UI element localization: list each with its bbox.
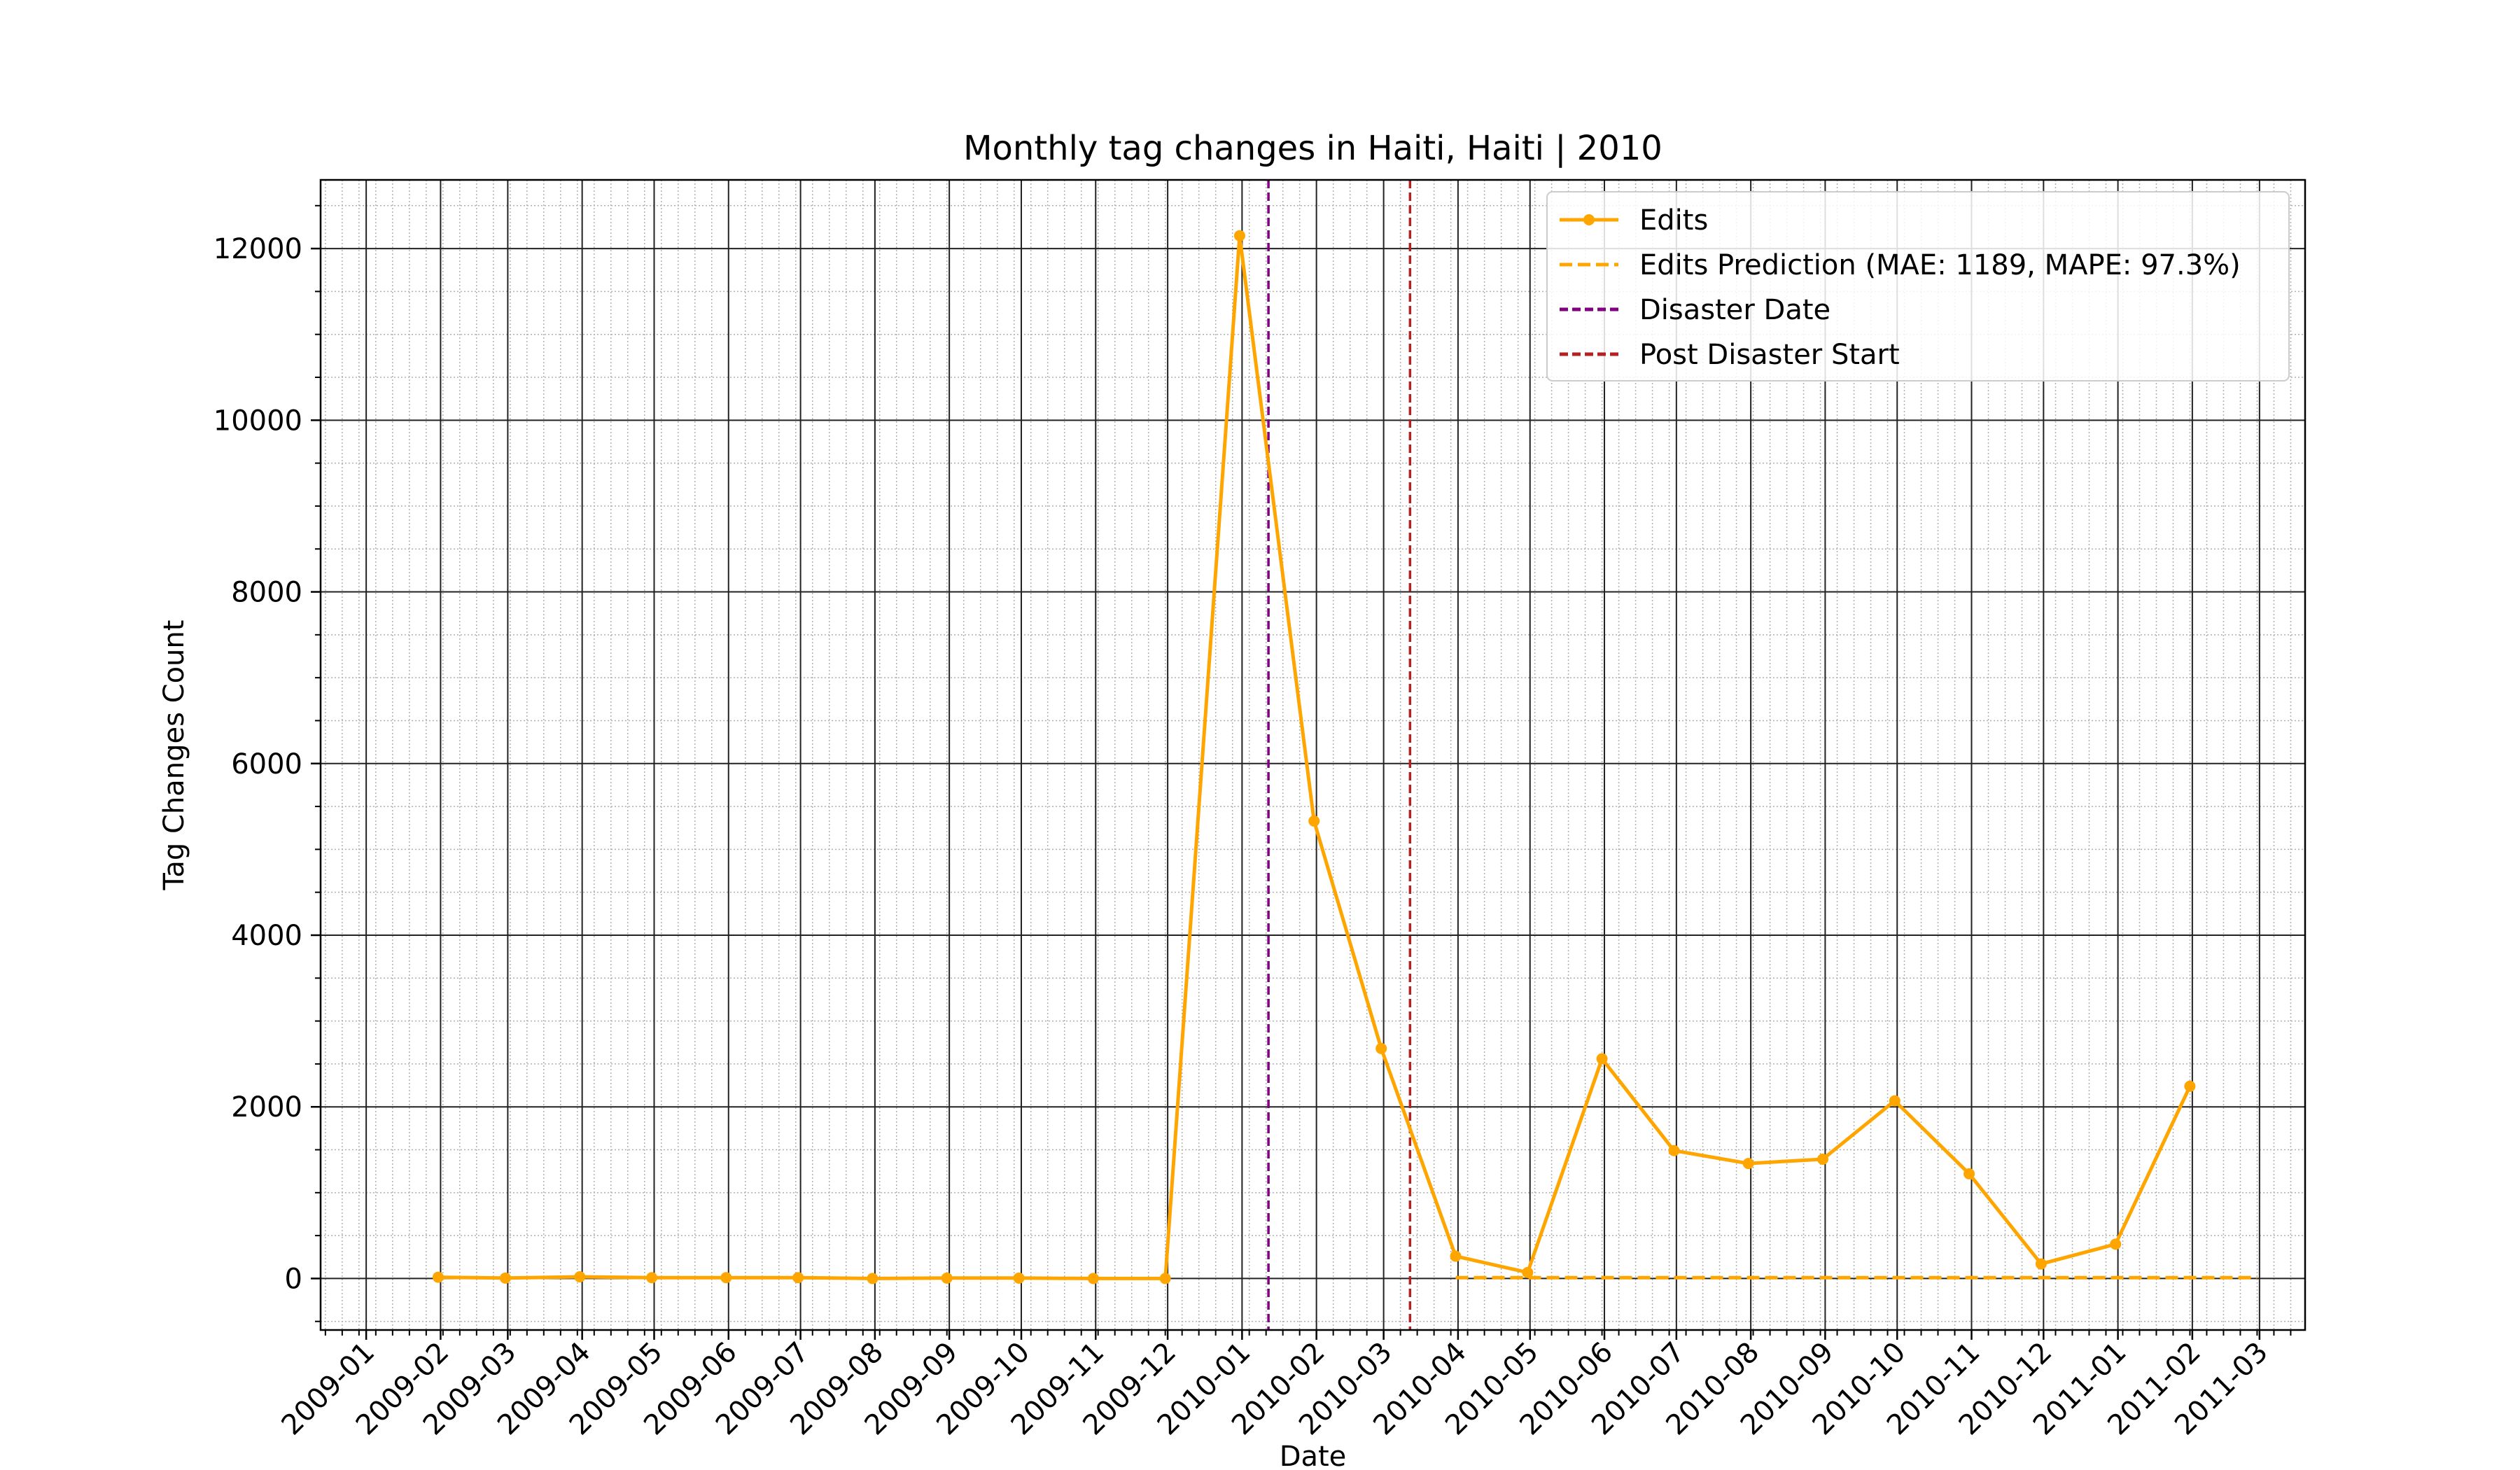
- y-axis-label: Tag Changes Count: [158, 620, 190, 891]
- edits-point: [1308, 815, 1320, 827]
- edits-point: [2035, 1258, 2047, 1270]
- y-tick-label: 8000: [231, 577, 302, 609]
- legend-edits-label: Edits: [1639, 204, 1708, 237]
- edits-point: [1087, 1273, 1099, 1284]
- edits-point: [792, 1272, 804, 1284]
- legend-edits-prediction-label: Edits Prediction (MAE: 1189, MAPE: 97.3%…: [1639, 249, 2241, 281]
- y-tick-label: 10000: [214, 405, 302, 437]
- edits-point: [432, 1271, 444, 1283]
- edits-point: [1159, 1273, 1171, 1284]
- edits-point: [499, 1272, 511, 1284]
- edits-point: [2110, 1238, 2122, 1250]
- edits-point: [574, 1270, 586, 1282]
- reference-lines: [1267, 180, 1412, 1330]
- legend-disaster-date-label: Disaster Date: [1639, 294, 1830, 326]
- edits-point: [1963, 1168, 1975, 1180]
- legend-box: [1546, 191, 2290, 382]
- edits-point: [1596, 1053, 1608, 1065]
- legend-post-disaster-start-label: Post Disaster Start: [1639, 339, 1900, 371]
- edits-point: [867, 1273, 878, 1284]
- edits-point: [941, 1272, 953, 1284]
- legend: Edits Edits Prediction (MAE: 1189, MAPE: …: [1546, 191, 2290, 382]
- chart-title: Monthly tag changes in Haiti, Haiti | 20…: [963, 129, 1662, 168]
- y-tick-label: 0: [285, 1263, 302, 1295]
- edits-point: [2184, 1080, 2196, 1092]
- edits-point: [646, 1272, 658, 1284]
- edits-point: [1889, 1095, 1900, 1107]
- y-tick-label: 4000: [231, 920, 302, 952]
- y-tick-label: 2000: [231, 1091, 302, 1124]
- x-axis-label: Date: [1280, 1441, 1347, 1470]
- y-tick-label: 12000: [214, 233, 302, 265]
- edits-point: [1668, 1144, 1680, 1156]
- axis-ticks: [311, 204, 2292, 1340]
- edits-point: [1450, 1250, 1462, 1262]
- edits-point: [1816, 1154, 1828, 1166]
- legend-edits-marker: [1583, 214, 1595, 225]
- edits-point: [1013, 1272, 1025, 1284]
- edits-point: [1522, 1266, 1534, 1278]
- y-tick-label: 6000: [231, 748, 302, 780]
- plot-frame: [319, 178, 2306, 1331]
- edits-point: [720, 1272, 732, 1284]
- edits-point: [1376, 1042, 1387, 1054]
- edits-point: [1233, 230, 1245, 241]
- edits-point: [1742, 1158, 1754, 1170]
- series-layer: [432, 230, 2258, 1284]
